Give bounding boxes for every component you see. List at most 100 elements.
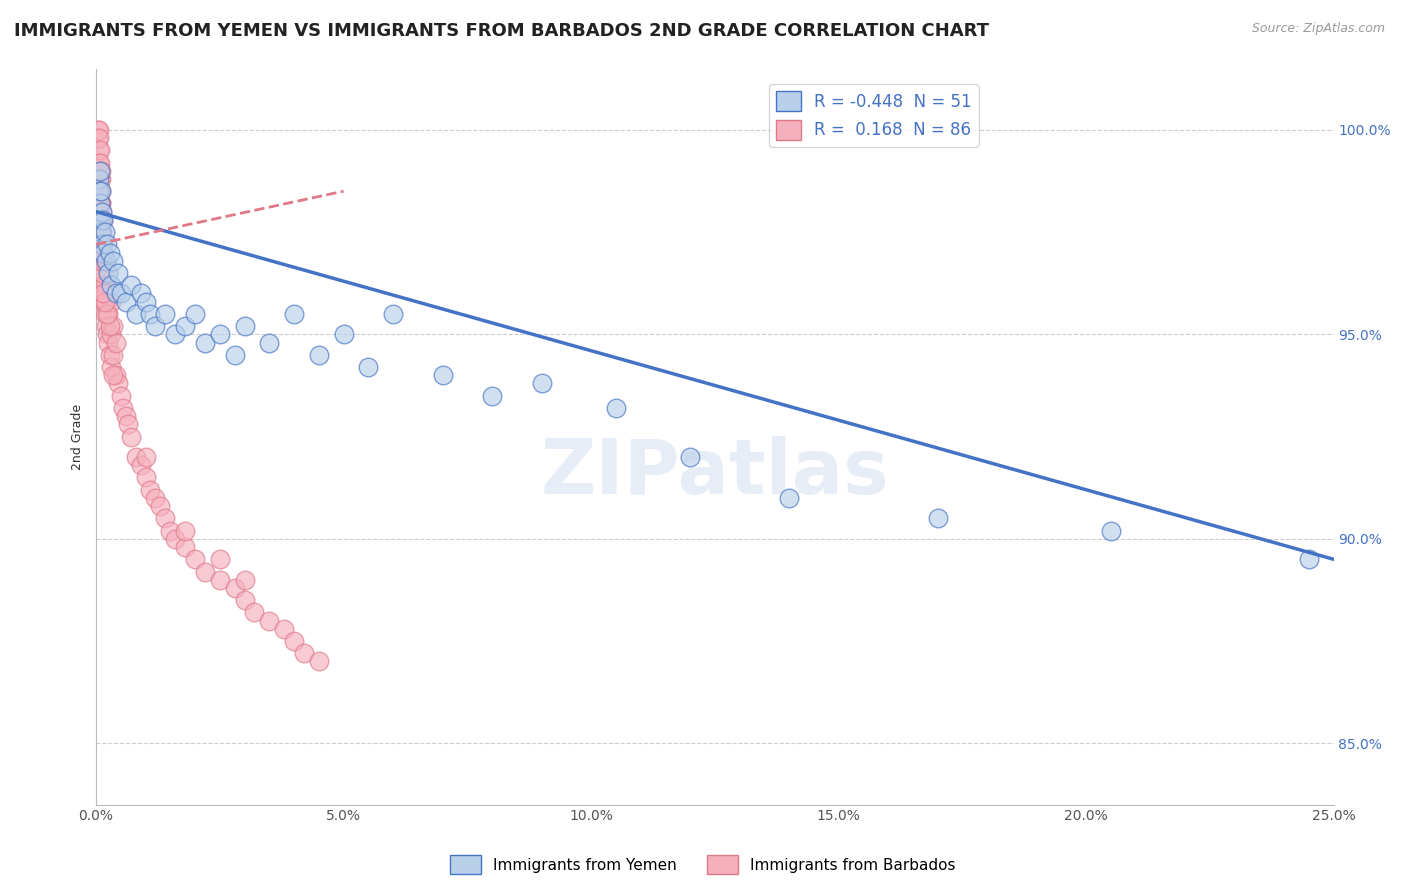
Point (94, 225, 117, 239)
Point (89, 163, 111, 178)
Point (308, 348, 330, 362)
Point (120, 278, 142, 293)
Point (129, 458, 152, 473)
Point (243, 606, 266, 620)
Point (96, 327, 118, 342)
Point (87, 172, 110, 186)
Point (124, 450, 146, 464)
Point (94, 307, 117, 321)
Point (283, 634, 305, 648)
Point (174, 540, 197, 554)
Text: IMMIGRANTS FROM YEMEN VS IMMIGRANTS FROM BARBADOS 2ND GRADE CORRELATION CHART: IMMIGRANTS FROM YEMEN VS IMMIGRANTS FROM… (14, 22, 988, 40)
Point (94, 294, 117, 309)
Point (432, 368, 454, 383)
Point (174, 319, 197, 334)
Point (93, 245, 115, 260)
Point (90, 163, 112, 178)
Text: ZIPatlas: ZIPatlas (540, 436, 889, 510)
Point (93, 245, 115, 260)
Point (91, 237, 114, 252)
Point (194, 565, 217, 579)
Point (90, 184, 112, 198)
Point (233, 319, 256, 334)
Point (93, 286, 115, 301)
Point (124, 307, 146, 321)
Point (93, 278, 115, 293)
Point (103, 319, 125, 334)
Point (90, 184, 112, 198)
Point (91, 237, 114, 252)
Point (97, 307, 120, 321)
Point (145, 491, 167, 505)
Point (93, 286, 115, 301)
Point (149, 499, 172, 513)
Point (273, 622, 295, 636)
Point (135, 450, 157, 464)
Point (194, 335, 217, 350)
Point (93, 266, 115, 280)
Point (93, 294, 115, 309)
Point (208, 573, 231, 587)
Point (97, 266, 120, 280)
Point (98, 245, 121, 260)
Point (89, 245, 111, 260)
Point (135, 294, 157, 309)
Point (100, 278, 122, 293)
Point (93, 253, 115, 268)
Point (104, 286, 127, 301)
Point (100, 327, 122, 342)
Legend: Immigrants from Yemen, Immigrants from Barbados: Immigrants from Yemen, Immigrants from B… (444, 849, 962, 880)
Point (145, 319, 167, 334)
Point (89, 212, 111, 227)
Point (96, 294, 118, 309)
Point (107, 266, 129, 280)
Point (87, 184, 110, 198)
Point (103, 348, 125, 362)
Point (89, 144, 111, 158)
Point (91, 237, 114, 252)
Point (98, 348, 121, 362)
Point (259, 335, 281, 350)
Point (481, 389, 503, 403)
Point (165, 532, 187, 546)
Point (91, 253, 114, 268)
Point (89, 155, 111, 169)
Point (90, 212, 112, 227)
Point (679, 450, 702, 464)
Point (90, 225, 112, 239)
Point (90, 253, 112, 268)
Point (117, 417, 139, 432)
Point (357, 359, 380, 374)
Point (91, 266, 114, 280)
Point (91, 204, 114, 219)
Point (283, 307, 305, 321)
Point (382, 307, 405, 321)
Point (184, 552, 207, 566)
Point (94, 286, 117, 301)
Point (93, 212, 115, 227)
Point (139, 483, 162, 497)
Point (94, 278, 117, 293)
Point (91, 212, 114, 227)
Point (308, 655, 330, 669)
Point (224, 581, 246, 595)
Point (605, 401, 627, 415)
Legend: R = -0.448  N = 51, R =  0.168  N = 86: R = -0.448 N = 51, R = 0.168 N = 86 (769, 84, 979, 146)
Point (110, 389, 132, 403)
Point (174, 524, 197, 538)
Point (86, 131, 108, 145)
Point (224, 348, 246, 362)
Point (110, 286, 132, 301)
Point (94, 253, 117, 268)
Point (87, 123, 110, 137)
Point (96, 307, 118, 321)
Point (90, 196, 112, 211)
Point (98, 319, 121, 334)
Point (107, 376, 129, 391)
Point (208, 327, 231, 342)
Point (1099, 524, 1122, 538)
Point (89, 172, 111, 186)
Point (165, 327, 187, 342)
Point (233, 573, 256, 587)
Point (97, 335, 120, 350)
